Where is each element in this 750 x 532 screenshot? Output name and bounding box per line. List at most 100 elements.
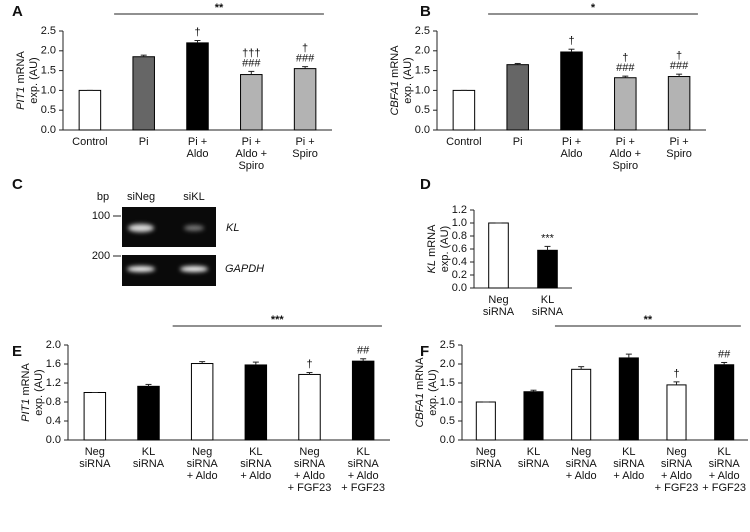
bar-label: ### xyxy=(616,62,635,74)
y-tick-label: 0.0 xyxy=(440,434,455,446)
y-tick-label: 0.5 xyxy=(41,104,56,116)
y-tick-label: 1.0 xyxy=(41,84,56,96)
bar-label: ### xyxy=(242,57,261,69)
x-tick-label: Pi + Aldo xyxy=(560,136,582,160)
bar-label: ### xyxy=(670,60,689,72)
bar-label: *** xyxy=(541,232,555,244)
significance-label: ** xyxy=(215,2,224,14)
panel-letter: B xyxy=(420,3,431,20)
bar xyxy=(666,384,687,441)
x-tick-label: Neg siRNA + Aldo + FGF23 xyxy=(288,446,332,494)
x-tick-label: KL siRNA + Aldo + FGF23 xyxy=(702,446,746,494)
bar xyxy=(137,385,160,441)
bp-label: bp xyxy=(97,191,109,203)
y-tick-label: 0.8 xyxy=(452,230,467,242)
bar xyxy=(618,357,639,441)
y-tick-label: 0.8 xyxy=(46,396,61,408)
y-tick-label: 2.0 xyxy=(415,45,430,57)
y-tick-label: 0.5 xyxy=(415,104,430,116)
y-tick-label: 0.5 xyxy=(440,415,455,427)
bar xyxy=(614,77,637,131)
bar xyxy=(132,56,155,131)
x-tick-label: Control xyxy=(72,136,107,148)
x-tick-label: Neg siRNA + Aldo + FGF23 xyxy=(655,446,699,494)
y-tick-label: 0.4 xyxy=(46,415,61,427)
bar xyxy=(298,373,321,441)
bar xyxy=(78,89,102,131)
y-axis-label: PIT1 mRNAexp. (AU) xyxy=(15,51,40,110)
y-tick-label: 0.6 xyxy=(452,243,467,255)
x-tick-label: KL siRNA xyxy=(518,446,550,470)
x-tick-label: KL siRNA + Aldo xyxy=(613,446,645,482)
y-tick-label: 1.5 xyxy=(415,65,430,77)
y-tick-label: 0.0 xyxy=(452,282,467,294)
y-tick-label: 2.0 xyxy=(46,339,61,351)
y-axis-label: CBFA1 mRNAexp. (AU) xyxy=(414,357,439,428)
x-tick-label: Neg siRNA xyxy=(483,294,515,318)
bar-chart: E PIT1 mRNAexp. (AU)0.0 0.4 0.8 1.2 1.6 2.0 Neg… xyxy=(12,314,390,494)
y-tick-label: 1.2 xyxy=(46,377,61,389)
bar-chart: D KL mRNAexp. (AU)0.00.20.40.60.81.01.2 Ne… xyxy=(420,176,572,318)
bar-chart: A PIT1 mRNAexp. (AU) 0.0 0.5 1.0 1.5 2.0 2.5 Con… xyxy=(12,2,332,172)
y-axis-label: KL mRNAexp. (AU) xyxy=(426,224,451,274)
bar xyxy=(83,392,107,441)
bar-label: † xyxy=(676,50,682,62)
significance-label: ** xyxy=(644,314,653,326)
x-tick-label: Pi + Spiro xyxy=(666,136,692,160)
panel-letter: E xyxy=(12,343,22,360)
bar-label: † xyxy=(306,358,312,370)
x-tick-label: Pi + Aldo + Spiro xyxy=(610,136,642,172)
bar xyxy=(351,360,375,441)
bar xyxy=(667,76,691,131)
bar xyxy=(240,74,263,131)
x-tick-label: Pi + Aldo + Spiro xyxy=(236,136,268,172)
y-tick-label: 1.0 xyxy=(440,396,455,408)
bar xyxy=(571,368,592,441)
bar xyxy=(506,64,529,131)
bar-label: ## xyxy=(357,345,370,357)
bar xyxy=(244,364,268,441)
bar xyxy=(488,222,509,289)
x-tick-label: KL siRNA + Aldo + FGF23 xyxy=(341,446,385,494)
bar-label: ††† xyxy=(242,47,260,59)
y-tick-label: 0.0 xyxy=(41,124,56,136)
bar-label: † xyxy=(673,368,679,380)
panel-letter: F xyxy=(420,343,429,360)
bar xyxy=(452,89,476,131)
y-tick-label: 1.2 xyxy=(452,204,467,216)
x-tick-label: Neg siRNA + Aldo xyxy=(187,446,219,482)
x-tick-label: Pi xyxy=(139,136,149,148)
lane-label: siNeg xyxy=(127,191,155,203)
y-tick-label: 2.0 xyxy=(440,358,455,370)
y-tick-label: 1.0 xyxy=(415,84,430,96)
bar-label: † xyxy=(568,35,574,47)
bar xyxy=(560,51,583,131)
x-tick-label: KL siRNA xyxy=(133,446,165,470)
significance-label: * xyxy=(591,2,596,14)
bar xyxy=(714,364,735,441)
bar xyxy=(523,391,544,441)
bar-label: † xyxy=(622,52,628,64)
y-tick-label: 1.5 xyxy=(41,65,56,77)
gene-label: KL xyxy=(226,222,239,234)
gene-label: GAPDH xyxy=(225,263,264,275)
y-tick-label: 0.2 xyxy=(452,269,467,281)
y-tick-label: 2.5 xyxy=(415,25,430,37)
y-tick-label: 0.0 xyxy=(46,434,61,446)
panel-letter: A xyxy=(12,3,23,20)
gel-band xyxy=(184,225,204,231)
gel-panel: C bp siNeg siKL 100 200 KL GAPDH xyxy=(12,176,264,286)
x-tick-label: Control xyxy=(446,136,481,148)
x-tick-label: Neg siRNA xyxy=(470,446,502,470)
x-tick-label: Pi + Aldo xyxy=(186,136,208,160)
y-tick-label: 2.0 xyxy=(41,45,56,57)
y-tick-label: 0.4 xyxy=(452,256,467,268)
size-marker: 200 xyxy=(92,250,110,262)
bar xyxy=(475,401,496,441)
y-tick-label: 1.6 xyxy=(46,358,61,370)
y-tick-label: 2.5 xyxy=(440,339,455,351)
y-axis-label: CBFA1 mRNAexp. (AU) xyxy=(389,45,414,116)
gel-band xyxy=(180,266,208,272)
